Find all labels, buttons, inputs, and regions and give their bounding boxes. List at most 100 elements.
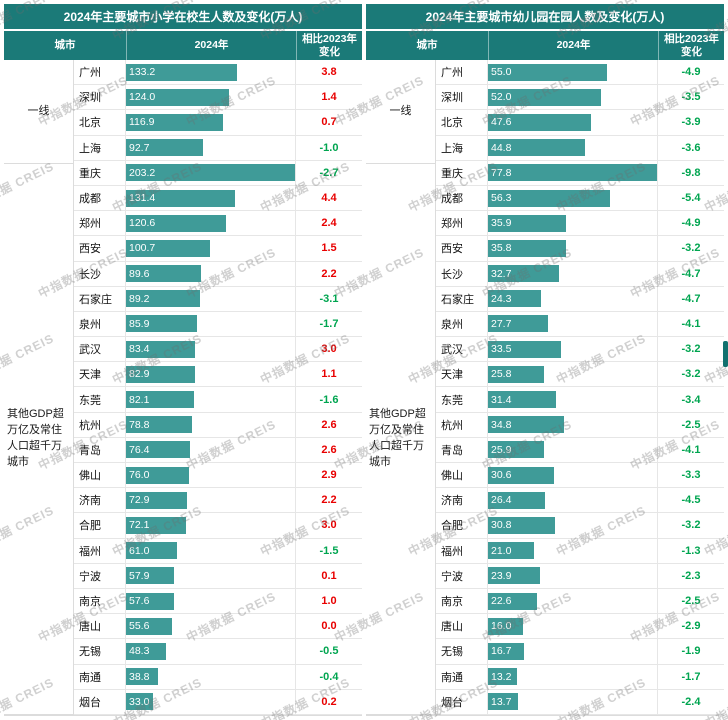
city-label: 宁波 xyxy=(436,563,488,588)
table-row: 南京 57.6 1.0 xyxy=(74,588,362,615)
bar-area: 76.4 xyxy=(126,437,296,462)
city-label: 重庆 xyxy=(436,160,488,185)
table-row: 西安 100.7 1.5 xyxy=(74,236,362,262)
table-row: 武汉 33.5 -3.2 xyxy=(436,337,724,363)
table-row: 长沙 32.7 -4.7 xyxy=(436,261,724,287)
value-bar: 25.9 xyxy=(488,441,545,459)
city-label: 青岛 xyxy=(436,437,488,462)
value-bar: 78.8 xyxy=(126,416,192,434)
table-row: 重庆 77.8 -9.8 xyxy=(436,160,724,186)
change-value: -4.9 xyxy=(681,217,701,230)
bar-area: 100.7 xyxy=(126,236,296,261)
table-row: 成都 56.3 -5.4 xyxy=(436,185,724,212)
value-bar: 72.9 xyxy=(126,491,187,509)
bar-area: 77.8 xyxy=(488,160,658,185)
bar-area: 203.2 xyxy=(126,160,296,185)
change-value: 4.4 xyxy=(321,192,337,205)
city-label: 福州 xyxy=(74,538,126,563)
bar-value-label: 13.7 xyxy=(491,695,512,708)
city-label: 泉州 xyxy=(74,311,126,337)
value-bar: 30.8 xyxy=(488,516,555,534)
table-row: 烟台 13.7 -2.4 xyxy=(436,689,724,715)
bar-area: 44.8 xyxy=(488,135,658,160)
bar-area: 85.9 xyxy=(126,311,296,337)
change-value: -3.2 xyxy=(681,368,701,381)
city-label: 北京 xyxy=(74,110,126,135)
table-row: 石家庄 24.3 -4.7 xyxy=(436,286,724,312)
city-label: 郑州 xyxy=(74,211,126,236)
change-value: 0.7 xyxy=(321,116,337,129)
bar-area: 26.4 xyxy=(488,488,658,513)
bar-value-label: 133.2 xyxy=(129,66,156,79)
change-value: 0.0 xyxy=(321,620,337,633)
change-value: -0.4 xyxy=(319,670,339,683)
value-bar: 57.6 xyxy=(126,592,174,610)
change-value: 2.2 xyxy=(321,267,337,280)
city-label: 上海 xyxy=(74,135,126,160)
bar-area: 22.6 xyxy=(488,588,658,614)
group-label: 其他GDP超万亿及常住人口超千万城市 xyxy=(366,164,436,715)
bar-value-label: 55.0 xyxy=(491,66,512,79)
bar-area: 89.2 xyxy=(126,286,296,311)
bar-area: 72.9 xyxy=(126,488,296,513)
bar-area: 131.4 xyxy=(126,185,296,211)
value-bar: 57.9 xyxy=(126,567,175,585)
change-value: 3.8 xyxy=(321,66,337,79)
group-column: 一线 其他GDP超万亿及常住人口超千万城市 xyxy=(366,60,436,715)
city-label: 南京 xyxy=(74,588,126,614)
value-bar: 61.0 xyxy=(126,542,177,560)
value-bar: 16.7 xyxy=(488,642,525,660)
city-label: 北京 xyxy=(436,110,488,135)
value-bar: 23.9 xyxy=(488,567,540,585)
city-label: 上海 xyxy=(436,135,488,160)
city-label: 南通 xyxy=(436,664,488,689)
value-bar: 124.0 xyxy=(126,88,230,106)
table-row: 郑州 35.9 -4.9 xyxy=(436,211,724,237)
change-value: -1.3 xyxy=(681,544,701,557)
bar-area: 34.8 xyxy=(488,412,658,437)
bar-value-label: 31.4 xyxy=(491,393,512,406)
bar-area: 57.9 xyxy=(126,563,296,588)
change-value: 2.9 xyxy=(321,469,337,482)
city-label: 无锡 xyxy=(74,639,126,664)
bar-area: 13.7 xyxy=(488,689,658,714)
bar-value-label: 32.7 xyxy=(491,267,512,280)
value-bar: 56.3 xyxy=(488,189,611,207)
bar-area: 116.9 xyxy=(126,110,296,135)
bar-value-label: 30.6 xyxy=(491,469,512,482)
bar-value-label: 100.7 xyxy=(129,242,156,255)
scrollbar-thumb[interactable] xyxy=(723,341,728,367)
table-row: 南通 38.8 -0.4 xyxy=(74,664,362,690)
bar-value-label: 25.9 xyxy=(491,443,512,456)
table-row: 上海 92.7 -1.0 xyxy=(74,135,362,161)
change-value: 2.2 xyxy=(321,494,337,507)
bar-area: 31.4 xyxy=(488,387,658,412)
bar-area: 27.7 xyxy=(488,311,658,337)
city-label: 武汉 xyxy=(74,337,126,362)
header-city: 城市 xyxy=(416,39,438,52)
value-bar: 76.4 xyxy=(126,441,190,459)
table-row: 无锡 48.3 -0.5 xyxy=(74,639,362,665)
value-bar: 55.0 xyxy=(488,63,608,81)
bar-value-label: 77.8 xyxy=(491,166,512,179)
table-row: 东莞 31.4 -3.4 xyxy=(436,387,724,413)
bar-value-label: 30.8 xyxy=(491,519,512,532)
bar-area: 76.0 xyxy=(126,463,296,488)
bar-area: 61.0 xyxy=(126,538,296,563)
change-value: -3.9 xyxy=(681,116,701,129)
change-value: -1.7 xyxy=(319,317,339,330)
bar-area: 133.2 xyxy=(126,60,296,85)
bar-value-label: 78.8 xyxy=(129,418,150,431)
value-bar: 34.8 xyxy=(488,416,564,434)
change-value: -3.6 xyxy=(681,141,701,154)
value-bar: 33.0 xyxy=(126,693,154,711)
city-label: 杭州 xyxy=(74,412,126,437)
bar-area: 72.1 xyxy=(126,513,296,538)
panel-title: 2024年主要城市幼儿园在园人数及变化(万人) xyxy=(366,4,724,29)
bar-area: 120.6 xyxy=(126,211,296,236)
bar-area: 57.6 xyxy=(126,588,296,614)
bar-value-label: 33.5 xyxy=(491,343,512,356)
bar-value-label: 56.3 xyxy=(491,192,512,205)
value-bar: 131.4 xyxy=(126,189,236,207)
change-value: -3.5 xyxy=(681,91,701,104)
